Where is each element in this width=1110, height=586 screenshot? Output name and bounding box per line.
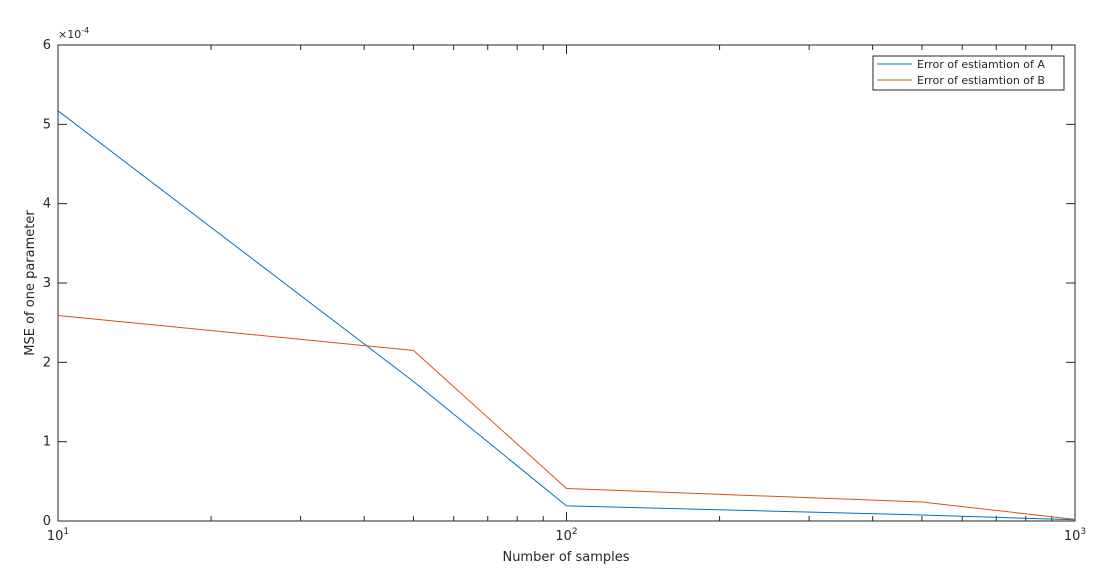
x-tick-label: 103 <box>1064 527 1086 544</box>
x-tick-label: 101 <box>47 527 69 544</box>
y-axis-label: MSE of one parameter <box>23 210 38 356</box>
legend-box <box>872 55 1065 91</box>
plot-area <box>57 44 1076 522</box>
y-tick-label: 5 <box>43 117 51 132</box>
minor-ticks <box>210 45 1053 521</box>
major-ticks <box>57 44 1076 522</box>
series-line <box>57 110 1076 521</box>
x-tick-label: 102 <box>555 527 577 544</box>
series-line <box>57 315 1076 520</box>
legend-label: Error of estiamtion of B <box>917 74 1045 87</box>
y-tick-label: 6 <box>43 38 51 53</box>
x-tick-labels: 101 102 103 <box>47 527 1086 544</box>
y-tick-labels: 0 1 2 3 4 5 6 <box>43 38 51 529</box>
y-tick-label: 2 <box>43 355 51 370</box>
y-exponent-label: ×10-4 <box>58 26 89 41</box>
y-tick-label: 1 <box>43 435 51 450</box>
series-lines <box>57 110 1076 521</box>
legend-label: Error of estiamtion of A <box>917 58 1045 71</box>
x-axis-label: Number of samples <box>502 550 629 565</box>
legend: Error of estiamtion of A Error of estiamt… <box>872 55 1065 91</box>
y-tick-label: 0 <box>43 514 51 529</box>
y-tick-label: 4 <box>43 197 51 212</box>
y-tick-label: 3 <box>43 276 51 291</box>
